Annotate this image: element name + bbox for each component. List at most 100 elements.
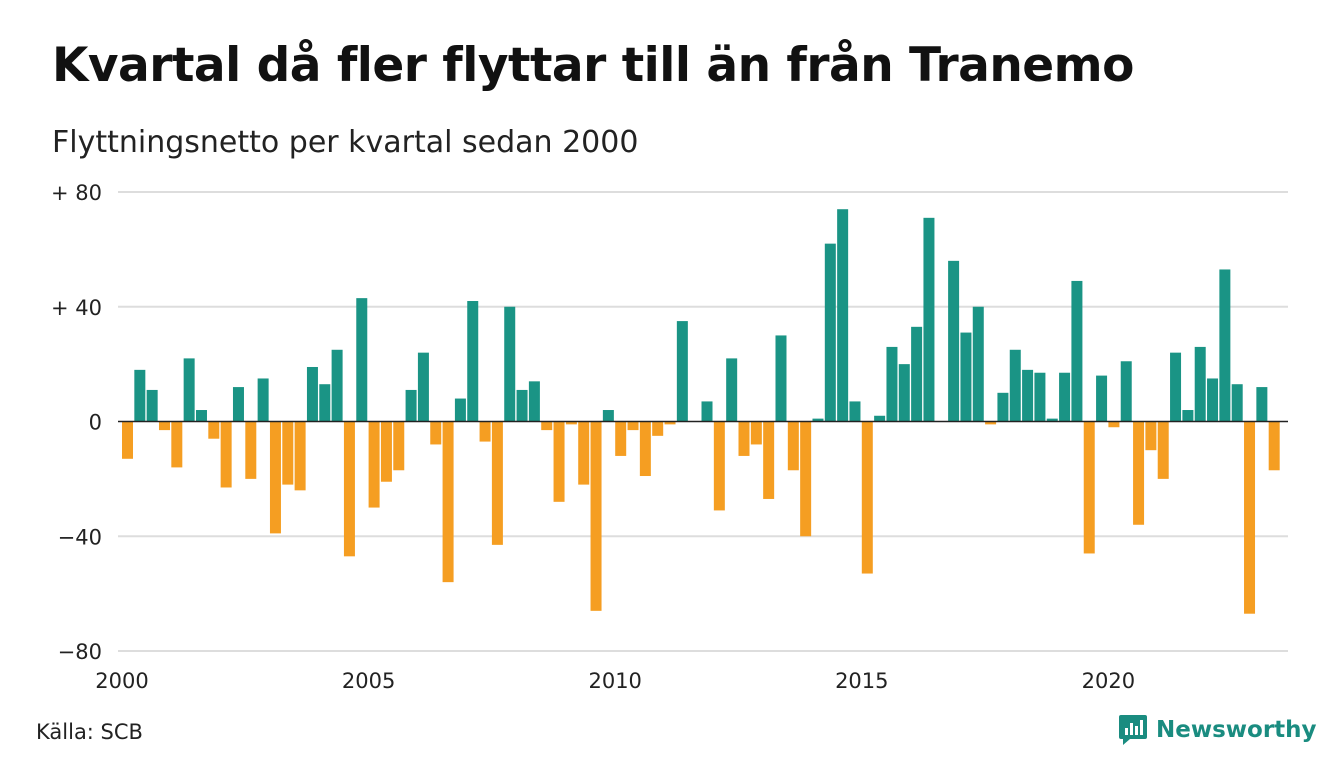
bar [1108,421,1120,428]
bar [269,421,281,534]
bar [1022,369,1034,422]
bar [676,321,688,422]
bar [553,421,565,502]
bar [1207,378,1219,422]
x-tick-label: 2010 [588,669,641,693]
x-tick-label: 2000 [95,669,148,693]
bar [763,421,775,499]
bar [1268,421,1280,471]
bar [713,421,725,511]
newsworthy-logo: Newsworthy [1118,713,1317,747]
bar [565,421,577,425]
bar [541,421,553,431]
bar [1182,410,1194,422]
bar [1145,421,1157,451]
bar [1244,421,1256,614]
bar [1083,421,1095,554]
bar [997,392,1009,422]
bar [343,421,355,557]
bar [368,421,380,508]
bar [1046,418,1058,422]
bar [849,401,861,422]
brand-name: Newsworthy [1156,717,1317,743]
chart-subtitle: Flyttningsnetto per kvartal sedan 2000 [52,125,639,160]
bar [491,421,503,545]
bar [454,398,466,422]
bar [134,369,146,422]
bar [294,421,306,491]
y-tick-label: + 40 [51,296,102,320]
bar [972,306,984,422]
bar [948,260,960,422]
bar [1157,421,1169,479]
bar [220,421,232,488]
bar [195,410,207,422]
bar [738,421,750,456]
bar [590,421,602,611]
y-axis-labels: + 80 + 40 0 −40 −80 [51,181,102,664]
bar [837,209,849,422]
bar [1059,372,1071,422]
source-note: Källa: SCB [36,720,143,744]
bar [874,415,886,422]
newsworthy-chat-icon [1119,715,1147,745]
bar [1219,269,1231,422]
bar [479,421,491,442]
bar [615,421,627,456]
bar-chart: + 80 + 40 0 −40 −80 2000 2005 2010 2015 2020 [51,181,1288,693]
bar [516,389,528,422]
bar [800,421,812,537]
bar [1120,361,1132,422]
bar [726,358,738,422]
bar [602,410,614,422]
bar [122,421,133,459]
y-tick-label: −40 [58,525,102,549]
x-axis-labels: 2000 2005 2010 2015 2020 [95,669,1135,693]
bar [245,421,257,479]
bar [985,421,997,425]
bar [504,306,516,422]
x-tick-label: 2005 [342,669,395,693]
bar [578,421,590,485]
bar [158,421,170,431]
x-tick-label: 2020 [1082,669,1135,693]
bar [405,389,417,422]
chart-title: Kvartal då fler flyttar till än från Tra… [52,38,1134,93]
bar [331,349,343,422]
bar [146,389,158,422]
bar [467,301,479,422]
bar [528,381,540,422]
bar [430,421,442,445]
bar [356,298,368,422]
bar [960,332,972,422]
bar [664,421,676,425]
bar [911,326,923,422]
x-tick-label: 2015 [835,669,888,693]
bar [1009,349,1021,422]
bar [171,421,183,468]
bar [750,421,762,445]
bar [701,401,713,422]
bar [923,217,935,422]
bar-series [122,209,1280,614]
bar [1194,346,1206,422]
bar [627,421,639,431]
bar [183,358,195,422]
bar [898,364,910,422]
bar [886,346,898,422]
bar [1133,421,1145,525]
bar [1170,352,1182,422]
y-tick-label: −80 [58,640,102,664]
bar [380,421,392,482]
bar [1034,372,1046,422]
bar [812,418,824,422]
bar [208,421,220,439]
y-tick-label: 0 [89,411,102,435]
bar [417,352,429,422]
bar [652,421,664,436]
bar [861,421,873,574]
bar [306,366,318,422]
bar [319,384,331,422]
bar [1231,384,1243,422]
bar [824,243,836,422]
